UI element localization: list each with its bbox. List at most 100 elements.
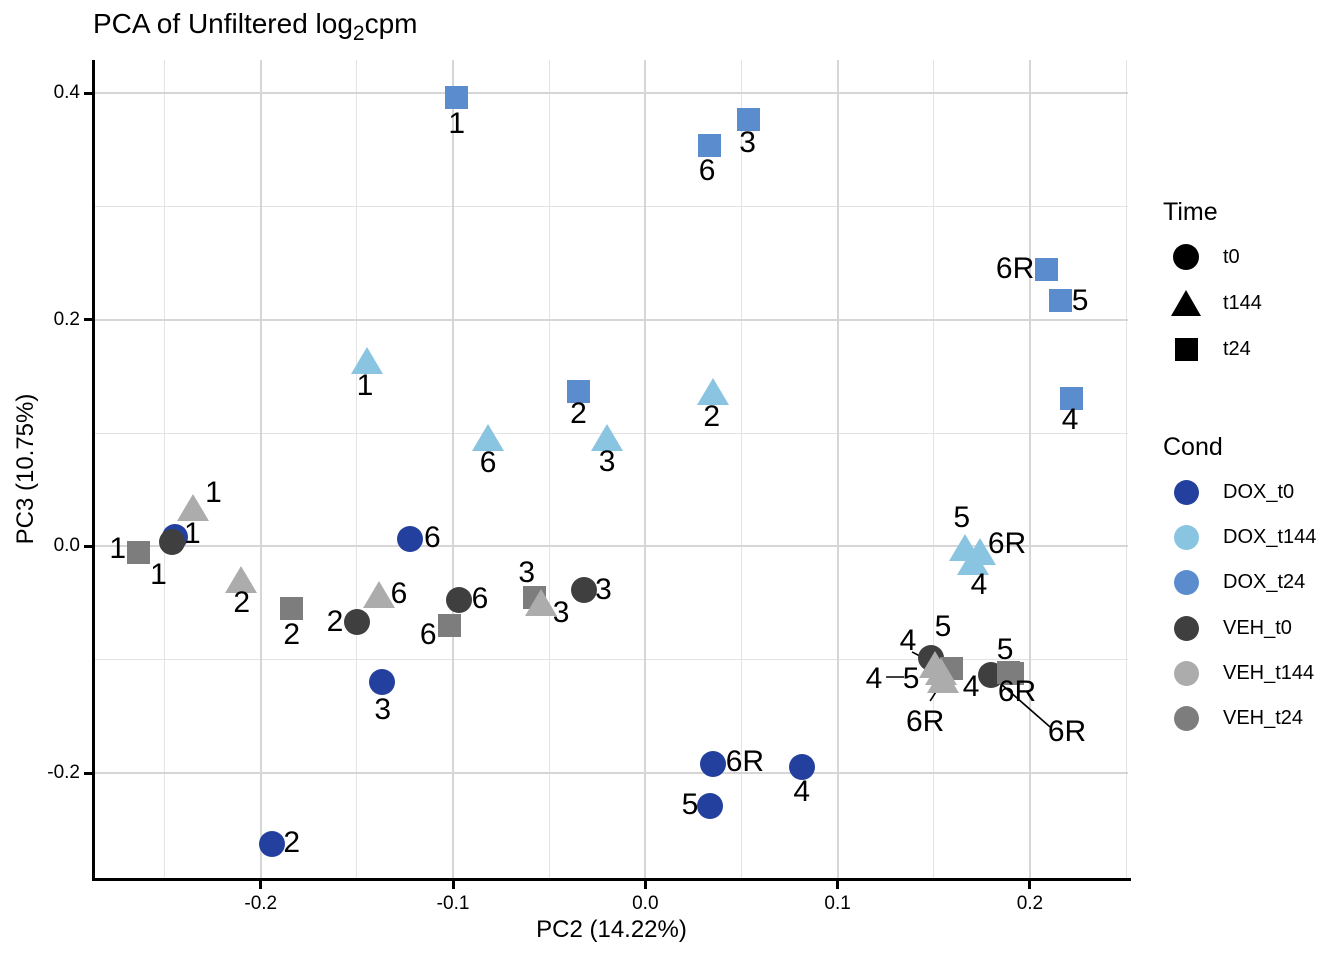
point-label: 3	[552, 596, 570, 630]
data-point-VEH_t24-2	[280, 596, 304, 620]
legend-time-title: Time	[1163, 198, 1218, 226]
y-tick-label: -0.2	[47, 762, 80, 784]
data-point-DOX_t0-3	[368, 669, 395, 696]
point-label: 2	[283, 826, 301, 860]
point-label: 6	[423, 521, 441, 555]
legend-item-dox-t144: DOX_t144	[1163, 517, 1316, 557]
point-label: 1	[356, 368, 374, 402]
point-label: 2	[233, 586, 251, 620]
data-point-VEH_t0-3	[570, 577, 597, 604]
x-tick-label: -0.2	[244, 893, 278, 914]
data-point-VEH_t24-1	[127, 541, 151, 565]
data-point-VEH_t0-1	[158, 528, 185, 555]
point-label: 5	[996, 632, 1014, 666]
point-label: 6	[698, 154, 716, 188]
data-point-DOX_t144-2	[697, 378, 730, 406]
point-label: 6R	[987, 527, 1027, 560]
point-label: 2	[570, 396, 587, 430]
dox-t24-swatch-icon	[1173, 569, 1199, 595]
data-point-DOX_t24-1	[444, 86, 468, 110]
y-major-gridline	[95, 545, 1128, 548]
point-label: 3	[595, 573, 612, 606]
legend-item-t24: t24	[1163, 329, 1251, 369]
veh-t0-swatch-icon	[1173, 615, 1199, 641]
legend-item-veh-t0: VEH_t0	[1163, 608, 1292, 648]
point-label: 3	[739, 125, 756, 159]
legend-item-t0: t0	[1163, 237, 1240, 277]
legend-label-t24: t24	[1223, 337, 1251, 360]
point-label: 4	[899, 623, 917, 657]
veh-t24-swatch-icon	[1173, 705, 1199, 731]
point-label: 5	[681, 787, 699, 821]
x-minor-gridline	[740, 60, 742, 878]
data-point-DOX_t24-5	[1048, 289, 1072, 313]
x-major-gridline	[259, 60, 262, 878]
x-tick-label: 0.2	[1016, 893, 1044, 914]
data-point-VEH_t144-6	[363, 580, 396, 608]
y-tick-mark	[84, 544, 92, 548]
x-major-gridline	[452, 60, 455, 878]
point-label: 2	[283, 617, 301, 651]
x-major-gridline	[644, 60, 647, 878]
y-tick-mark	[84, 91, 92, 95]
plot-title-suffix: cpm	[364, 8, 418, 39]
data-point-DOX_t144-4	[956, 547, 989, 575]
data-point-DOX_t0-5	[697, 792, 724, 819]
point-label: 4	[793, 774, 811, 808]
legend-item-veh-t144: VEH_t144	[1163, 653, 1314, 693]
y-minor-gridline	[95, 659, 1128, 661]
point-label: 6R	[995, 252, 1035, 286]
data-point-DOX_t24-6	[697, 133, 721, 157]
legend-label-t0: t0	[1223, 245, 1240, 268]
point-label: 3	[374, 692, 391, 726]
data-point-VEH_t24-6R	[1001, 662, 1025, 686]
point-label: 1	[150, 558, 167, 592]
legend-label-dox-t24: DOX_t24	[1223, 570, 1306, 593]
y-tick-label: 0.2	[53, 308, 80, 330]
t144-triangle-icon	[1171, 290, 1201, 316]
data-point-DOX_t144-1	[350, 347, 383, 375]
legend-label-veh-t24: VEH_t24	[1223, 706, 1304, 729]
y-axis-line	[92, 60, 95, 881]
data-point-DOX_t24-2	[566, 379, 590, 403]
point-label: 6R	[1047, 714, 1087, 748]
y-minor-gridline	[95, 206, 1128, 208]
point-label: 6R	[905, 704, 945, 738]
legend-label-veh-t0: VEH_t0	[1223, 616, 1292, 639]
y-major-gridline	[95, 92, 1128, 95]
x-tick-label: 0.1	[824, 893, 851, 914]
x-minor-gridline	[1125, 60, 1127, 878]
legend-item-dox-t24: DOX_t24	[1163, 562, 1305, 602]
y-major-gridline	[95, 318, 1128, 321]
x-major-gridline	[836, 60, 839, 878]
point-label: 1	[205, 475, 222, 509]
x-minor-gridline	[548, 60, 550, 878]
dox-t0-swatch-icon	[1173, 479, 1199, 505]
point-label: 5	[902, 661, 920, 695]
plot-title-prefix: PCA of Unfiltered log	[93, 8, 353, 39]
y-tick-label: 0.4	[53, 82, 80, 104]
data-point-DOX_t0-6	[397, 526, 424, 553]
data-point-DOX_t24-6R	[1035, 257, 1059, 281]
x-axis-line	[92, 878, 1131, 881]
data-point-VEH_t0-6	[445, 586, 472, 613]
point-label: 6R	[725, 744, 765, 778]
data-point-DOX_t144-3	[590, 423, 623, 451]
y-axis-title: PC3 (10.75%)	[12, 393, 39, 545]
legend-label-veh-t144: VEH_t144	[1223, 661, 1315, 684]
data-point-DOX_t0-6R	[699, 751, 726, 778]
x-axis-title: PC2 (14.22%)	[536, 916, 687, 943]
point-label: 1	[448, 106, 466, 140]
y-tick-mark	[84, 318, 92, 322]
plot-title-subscript: 2	[352, 22, 365, 45]
legend-label-dox-t0: DOX_t0	[1223, 480, 1295, 503]
point-label: 3	[518, 556, 536, 590]
legend-label-t144: t144	[1223, 291, 1262, 314]
plot-title: PCA of Unfiltered log2cpm	[93, 8, 418, 45]
point-label: 6R	[997, 674, 1037, 708]
x-tick-mark	[643, 881, 647, 889]
legend-item-dox-t0: DOX_t0	[1163, 472, 1294, 512]
t24-square-icon	[1174, 337, 1198, 361]
data-point-VEH_t144-3	[525, 588, 558, 616]
point-label: 6	[390, 577, 408, 611]
